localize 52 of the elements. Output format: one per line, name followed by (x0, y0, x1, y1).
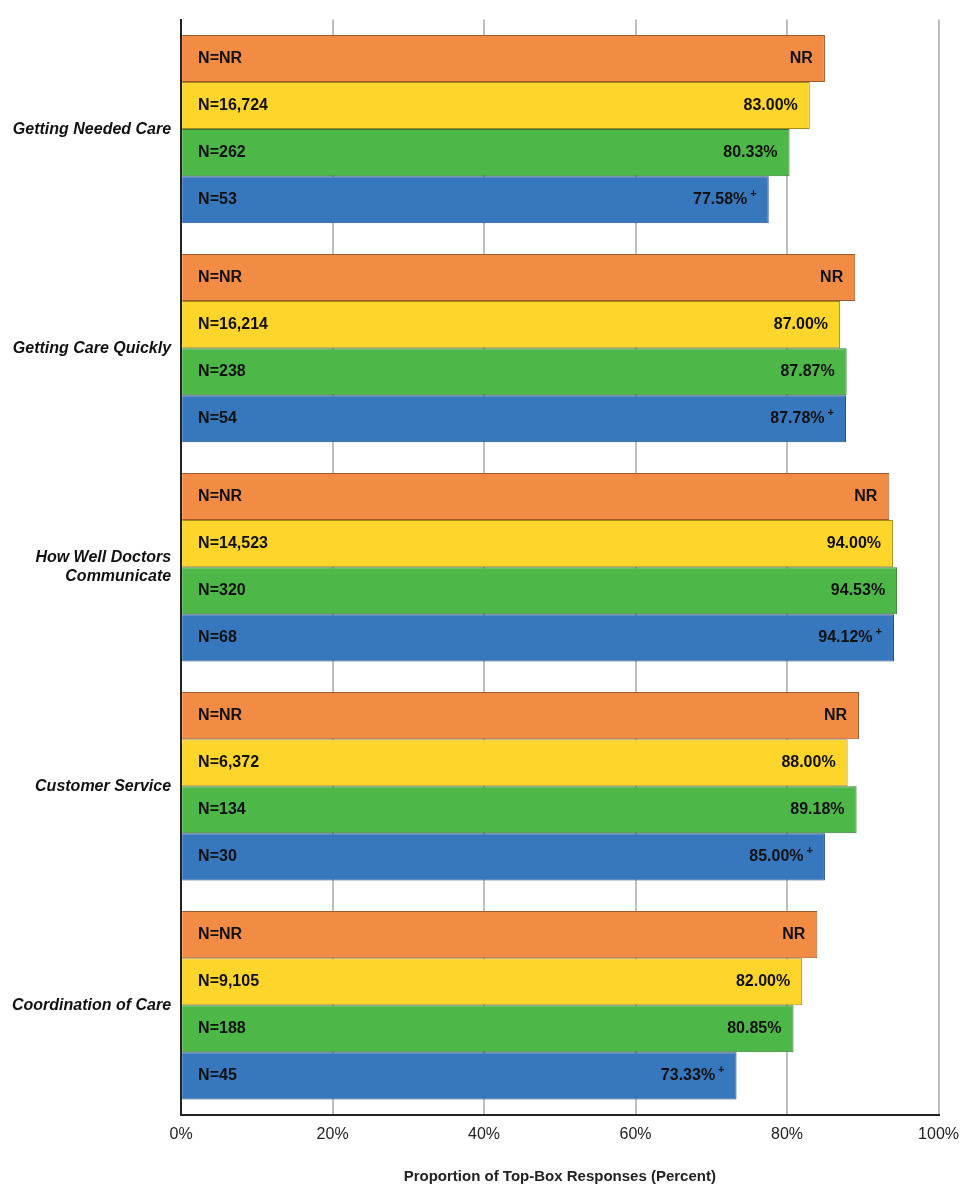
data-label: 87.87% (780, 362, 835, 380)
data-label: 82.00% (735, 972, 791, 990)
annotation: N=NR (198, 486, 243, 504)
x-tick-label: 20% (316, 1124, 349, 1142)
annotation: N=NR (198, 267, 243, 285)
y-tick-label: Coordination of Care (12, 995, 172, 1013)
x-tick-label: 60% (619, 1124, 652, 1142)
data-label: NR (854, 486, 878, 504)
x-tick-label: 80% (771, 1124, 804, 1142)
annotation: N=320 (198, 581, 246, 599)
y-tick-label: Getting Care Quickly (12, 338, 173, 356)
data-label: 73.33%+ (660, 1062, 725, 1084)
data-label: 77.58%+ (693, 186, 757, 208)
annotation: N=9,105 (198, 972, 260, 990)
data-label: NR (823, 706, 848, 724)
x-tick-label: 40% (468, 1124, 501, 1142)
y-tick-label: Customer Service (35, 776, 172, 794)
annotation: N=14,523 (198, 534, 269, 552)
data-label: 94.53% (830, 581, 886, 599)
data-label: 87.00% (773, 315, 829, 333)
annotation: N=54 (198, 409, 237, 427)
annotation: N=NR (198, 925, 243, 943)
annotation: N=134 (198, 800, 246, 818)
annotation: N=NR (198, 706, 243, 724)
data-label: NR (782, 925, 806, 943)
data-label: NR (789, 48, 814, 66)
data-label: 80.85% (727, 1019, 782, 1037)
annotation: N=53 (198, 190, 237, 208)
annotation: N=16,214 (198, 315, 269, 333)
annotation: N=262 (198, 143, 246, 161)
annotation: N=NR (198, 48, 243, 66)
y-tick-label: How Well Doctors Communicate (35, 548, 172, 585)
data-label: NR (820, 267, 844, 285)
data-label: 83.00% (743, 95, 798, 113)
data-label: 87.78%+ (770, 405, 834, 427)
annotation: N=6,372 (198, 753, 260, 771)
annotation: N=188 (198, 1019, 246, 1037)
annotation: N=45 (198, 1066, 237, 1084)
x-axis-title: Proportion of Top-Box Responses (Percent) (403, 1167, 716, 1185)
data-label: 85.00%+ (749, 843, 813, 865)
data-label: 80.33% (723, 143, 778, 161)
annotation: N=16,724 (198, 95, 269, 113)
x-tick-label: 0% (169, 1124, 193, 1142)
data-label: 88.00% (781, 753, 836, 771)
data-label: 94.12%+ (818, 624, 883, 646)
x-tick-label: 100% (918, 1124, 959, 1142)
annotation: N=238 (198, 362, 246, 380)
y-tick-label: Getting Needed Care (12, 119, 172, 137)
annotation: N=30 (198, 847, 237, 865)
data-label: 89.18% (790, 800, 845, 818)
data-label: 94.00% (826, 534, 882, 552)
annotation: N=68 (198, 628, 237, 646)
